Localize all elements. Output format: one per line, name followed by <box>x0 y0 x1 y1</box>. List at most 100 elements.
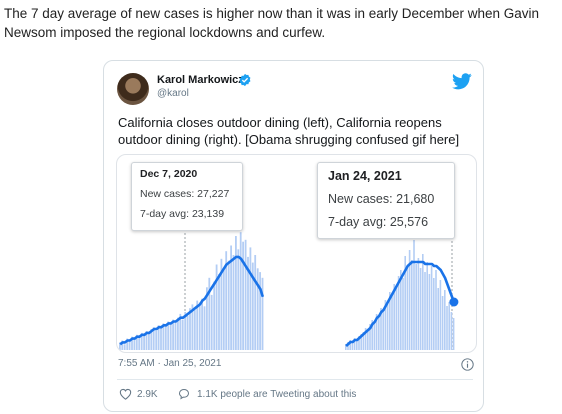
chart-1-bar <box>417 258 420 350</box>
chart-1-bar <box>382 310 384 350</box>
heart-icon[interactable] <box>119 388 132 400</box>
like-count[interactable]: 2.9K <box>137 389 158 400</box>
chart-1-bar <box>428 274 431 350</box>
chart-0-bar <box>157 325 160 350</box>
chart-1-bar <box>397 276 400 350</box>
chart-0-bar <box>256 268 259 350</box>
chart-0-bar <box>210 294 213 350</box>
chart-1-bar <box>424 272 426 350</box>
chart-1-bar <box>393 284 395 350</box>
chart-0-bar <box>237 249 240 350</box>
chart-0-bar <box>145 331 148 350</box>
tweet-card[interactable]: Karol Markowicz @karol California closes… <box>103 60 484 412</box>
chart-1-bar <box>391 294 393 350</box>
chart-1-bar <box>367 330 369 350</box>
chart-0-bar <box>155 331 158 350</box>
chart-1-bar <box>408 250 411 350</box>
chart-0-bar <box>162 323 165 350</box>
chart-1-bar <box>446 306 448 350</box>
chart-1-bar <box>400 270 402 350</box>
chart-0-bar <box>196 300 199 350</box>
chart-1-bar <box>369 324 371 350</box>
chart-1-bar <box>411 260 413 350</box>
info-icon[interactable] <box>461 358 474 371</box>
chart-1-bar <box>415 264 417 350</box>
chart-1-bar <box>389 292 391 350</box>
chart-0-bar <box>160 327 162 350</box>
chart-0-bar <box>251 262 254 350</box>
chart-1-bar <box>444 290 446 350</box>
chart-0-bar <box>179 313 182 350</box>
chart-0-bar <box>227 260 230 350</box>
chart-0-bar <box>140 332 143 350</box>
chart-1-bar <box>404 256 406 350</box>
chart-0-bar <box>191 304 194 350</box>
tweet-text: California closes outdoor dining (left),… <box>118 115 460 147</box>
tooltip-left-new-cases: New cases: 27,227 <box>140 188 230 200</box>
tweet-media[interactable]: Dec 7, 2020 New cases: 27,227 7-day avg:… <box>116 154 477 353</box>
chart-0-bar <box>254 255 257 350</box>
chart-1-bar <box>413 240 415 350</box>
chart-1-bar <box>437 288 439 350</box>
chart-0-bar <box>261 277 264 350</box>
chart-1-bar <box>371 320 373 350</box>
chart-1-bar <box>356 340 358 350</box>
author-handle[interactable]: @karol <box>157 88 189 99</box>
chart-0-bar <box>177 317 179 350</box>
tooltip-left: Dec 7, 2020 New cases: 27,227 7-day avg:… <box>131 162 243 231</box>
chart-0-bar <box>138 336 141 350</box>
chart-1-bar <box>349 340 351 350</box>
tooltip-right-date: Jan 24, 2021 <box>328 169 402 183</box>
chart-0-bar <box>198 302 201 350</box>
chart-0-bar <box>119 342 121 350</box>
chart-0-bar <box>131 336 133 350</box>
chart-1-bar <box>380 308 382 350</box>
reply-text[interactable]: 1.1K people are Tweeting about this <box>197 389 357 400</box>
chart-0-bar <box>174 321 177 350</box>
chart-0-bar <box>121 340 124 350</box>
twitter-bird-icon[interactable] <box>452 73 472 90</box>
chart-1-bar <box>373 322 376 350</box>
tooltip-right-new-cases: New cases: 21,680 <box>328 192 435 206</box>
article-paragraph: The 7 day average of new cases is higher… <box>4 6 540 40</box>
chart-0-bar <box>247 256 249 350</box>
chart-1-bar <box>452 318 455 350</box>
chart-1-bar <box>430 266 433 350</box>
chart-1-bar <box>419 268 422 350</box>
avatar[interactable] <box>117 73 149 105</box>
chart-0-bar <box>184 312 187 350</box>
chart-0-avg-line <box>119 255 265 346</box>
chart-0-bar <box>150 329 153 350</box>
speech-bubble-icon[interactable] <box>178 388 190 400</box>
tooltip-right-avg: 7-day avg: 25,576 <box>328 215 429 229</box>
chart-0-bar <box>222 270 225 350</box>
chart-0-bar <box>232 255 235 350</box>
chart-1-bar <box>384 300 387 350</box>
tooltip-right: Jan 24, 2021 New cases: 21,680 7-day avg… <box>317 162 455 239</box>
chart-1-bar <box>448 302 450 350</box>
chart-0-bar <box>201 298 203 350</box>
chart-0-bar <box>259 272 261 350</box>
chart-0-bar <box>189 308 191 350</box>
chart-1-avg-line <box>345 260 456 347</box>
chart-1-bar <box>358 336 360 350</box>
divider <box>117 379 473 380</box>
chart-canvas <box>119 205 459 350</box>
chart-0-bar <box>193 310 196 350</box>
chart-0-bar <box>152 327 155 350</box>
chart-0-bar <box>208 277 211 350</box>
tweet-timestamp[interactable]: 7:55 AM · Jan 25, 2021 <box>118 358 222 369</box>
chart-1-bar <box>353 338 356 350</box>
chart-0-bar <box>167 321 170 350</box>
chart-1-bar <box>426 262 428 350</box>
chart-0-bar <box>172 319 174 350</box>
chart-0-bar <box>215 264 218 350</box>
chart-1-bar <box>362 332 365 350</box>
author-name[interactable]: Karol Markowicz <box>157 74 244 86</box>
chart-0-bar <box>220 258 223 350</box>
chart-1-point-marker <box>449 297 459 307</box>
chart-0-bar <box>206 287 208 350</box>
tooltip-left-date: Dec 7, 2020 <box>140 168 198 180</box>
chart-0-bar <box>181 319 184 350</box>
chart-1-bar <box>439 280 442 350</box>
